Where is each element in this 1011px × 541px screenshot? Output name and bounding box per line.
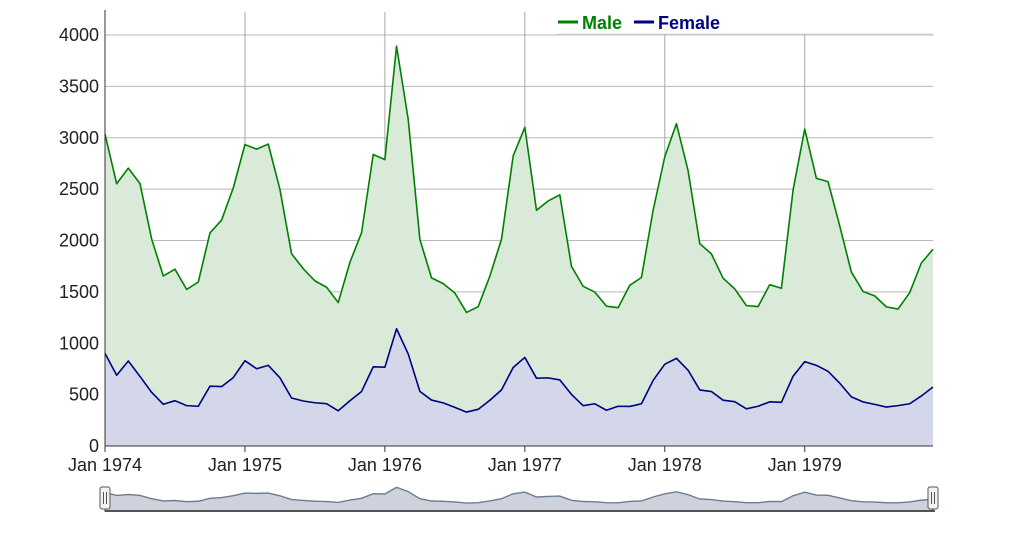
male-legend-label[interactable]: Male [582,13,622,33]
y-tick-label: 3000 [59,128,99,148]
legend-background [556,10,934,34]
x-tick-label: Jan 1979 [768,455,842,475]
female-series-area [105,328,933,446]
y-tick-label: 1000 [59,333,99,353]
x-tick-label: Jan 1977 [488,455,562,475]
axis-layer: 0 500 1000 1500 2000 2500 3000 3500 4000 Jan 1974… [59,10,933,475]
y-tick-label: 500 [69,385,99,405]
male-series-line [104,45,934,314]
female-series-line [104,327,934,413]
handle-body[interactable] [99,486,111,510]
y-tick-label: 2000 [59,231,99,251]
x-tick-label: Jan 1975 [208,455,282,475]
range-navigator[interactable] [99,486,939,512]
handle-body[interactable] [927,486,939,510]
navigator-left-handle[interactable] [99,486,111,510]
navigator-series [104,486,934,512]
navigator-right-handle[interactable] [927,486,939,510]
y-tick-label: 3500 [59,76,99,96]
female-legend-label[interactable]: Female [658,13,720,33]
y-tick-label: 0 [89,436,99,456]
x-tick-label: Jan 1976 [348,455,422,475]
male-series-area [105,46,933,446]
x-tick-label: Jan 1978 [628,455,702,475]
y-tick-label: 2500 [59,179,99,199]
x-tick-label: Jan 1974 [68,455,142,475]
y-tick-label: 1500 [59,282,99,302]
y-tick-label: 4000 [59,25,99,45]
legend[interactable]: Male Female [556,10,934,35]
series-layer [104,45,934,446]
